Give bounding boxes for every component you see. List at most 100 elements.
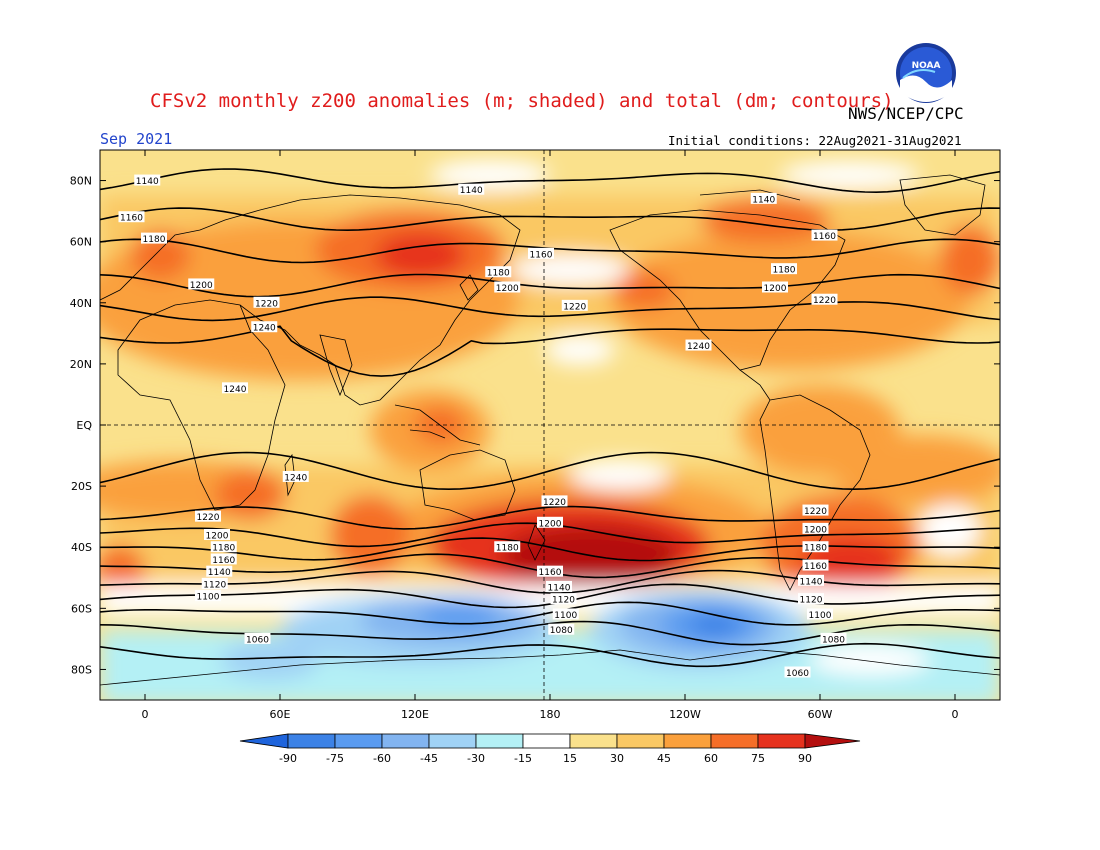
height-contours: [100, 168, 1000, 668]
contour-1060: [100, 642, 1000, 668]
coastlines: [100, 174, 1000, 686]
contour-label: 1060: [786, 669, 809, 679]
contour-label-bg: [807, 608, 833, 620]
contour-label: 1180: [496, 544, 519, 554]
colorbar-label: -45: [420, 752, 438, 765]
contour-label-bg: [253, 296, 280, 308]
colorbar-swatch: [710, 733, 759, 749]
contour-1220: [100, 505, 1000, 530]
contour-label: 1200: [804, 525, 827, 535]
contour-label-bg: [282, 470, 309, 482]
lon-label: 120W: [669, 708, 701, 721]
contour-label-bg: [811, 229, 838, 241]
contour-label: 1180: [804, 544, 827, 554]
contour-label: 1160: [804, 562, 827, 572]
contour-label: 1200: [206, 532, 229, 542]
contour-label-bg: [537, 565, 563, 577]
contour-label: 1180: [143, 235, 166, 245]
contour-label-bg: [195, 510, 221, 522]
contour-label-bg: [494, 541, 521, 553]
lat-label: 40N: [70, 297, 92, 310]
contour-label-bg: [222, 382, 248, 394]
contour-1200: [100, 273, 1000, 298]
contour-label: 1200: [764, 284, 787, 294]
contour-label-bg: [820, 632, 847, 644]
lon-label: 180: [540, 708, 561, 721]
colorbar-swatch: [569, 733, 618, 749]
contour-1160: [100, 207, 1000, 232]
colorbar-label: 90: [798, 752, 812, 765]
lat-label: 20S: [71, 480, 92, 493]
colorbar-label: 45: [657, 752, 671, 765]
contour-label: 1100: [197, 593, 220, 603]
lat-label: 60N: [70, 236, 92, 249]
contour-label: 1140: [800, 577, 823, 587]
colorbar-label: 30: [610, 752, 624, 765]
colorbar-label: -90: [279, 752, 297, 765]
contour-label: 1140: [752, 195, 775, 205]
colorbar-swatch: [475, 733, 524, 749]
latitude-axis: 80N 60N 40N 20N EQ 20S 40S 60S 80S: [70, 175, 1000, 676]
contour-label-bg: [134, 174, 161, 186]
colorbar-label: -60: [373, 752, 391, 765]
contour-label: 1180: [487, 269, 510, 279]
contour-label: 1080: [822, 635, 845, 645]
contour-label-bg: [750, 192, 777, 204]
contour-label-bg: [798, 593, 824, 605]
contour-label: 1100: [554, 611, 577, 621]
initial-conditions: Initial conditions: 22Aug2021-31Aug2021: [668, 133, 962, 148]
contour-label: 1240: [253, 324, 276, 334]
contour-label: 1240: [224, 385, 247, 395]
contour-label: 1240: [284, 473, 307, 483]
colorbar-swatch: [428, 733, 477, 749]
contour-labels: 1140 1140 1140 1160 1160 1160 1180 1180 1180 1200…: [118, 174, 847, 679]
contour-1140: [100, 168, 1000, 194]
contour-label: 1060: [246, 635, 269, 645]
contour-label-bg: [541, 495, 568, 507]
contour-label-bg: [494, 281, 521, 293]
colorbar-label: -75: [326, 752, 344, 765]
colorbar-arrow-right: [804, 733, 861, 749]
contour-label-bg: [204, 529, 230, 540]
contour-label: 1160: [120, 214, 143, 224]
colorbar-swatch: [287, 733, 336, 749]
colorbar-swatch: [522, 733, 571, 749]
contour-label-bg: [546, 580, 572, 592]
colorbar-swatch: [381, 733, 430, 749]
colorbar-arrow-left: [239, 733, 289, 749]
contour-label: 1220: [543, 498, 566, 508]
contour-label: 1200: [496, 284, 519, 294]
contour-label: 1140: [460, 186, 483, 196]
contour-label: 1220: [563, 302, 586, 312]
lat-label: 20N: [70, 358, 92, 371]
lon-label: 120E: [401, 708, 429, 721]
lat-label: 60S: [71, 602, 92, 615]
reference-lines: [100, 150, 1000, 700]
contour-1140: [100, 569, 1000, 594]
colorbar-swatch: [757, 733, 806, 749]
contour-label-bg: [802, 559, 829, 571]
contour-label-bg: [201, 577, 228, 589]
org-label: NWS/NCEP/CPC: [848, 104, 964, 123]
contour-label-bg: [210, 541, 237, 553]
colorbar-swatch: [663, 733, 712, 749]
colorbar-label: -15: [514, 752, 532, 765]
contour-1220: [100, 296, 1000, 322]
contour-label-bg: [210, 553, 237, 565]
contour-label-bg: [550, 593, 577, 605]
contour-label: 1140: [548, 583, 571, 593]
contour-label-bg: [548, 623, 575, 635]
contour-label: 1200: [190, 281, 213, 291]
contour-label: 1140: [136, 177, 159, 187]
contour-label: 1140: [208, 568, 231, 578]
contour-1120: [100, 583, 1000, 609]
contour-label: 1160: [813, 232, 836, 242]
lat-label: 80N: [70, 175, 92, 188]
contour-label: 1160: [530, 250, 553, 260]
contour-label-bg: [784, 666, 811, 678]
colorbar: -90 -75 -60 -45 -30 -15 15 30 45 60 75 90: [239, 733, 861, 765]
contour-label: 1180: [212, 544, 235, 554]
contour-label-bg: [118, 211, 145, 223]
contour-1240: [100, 451, 1000, 491]
contour-label: 1240: [687, 342, 710, 352]
